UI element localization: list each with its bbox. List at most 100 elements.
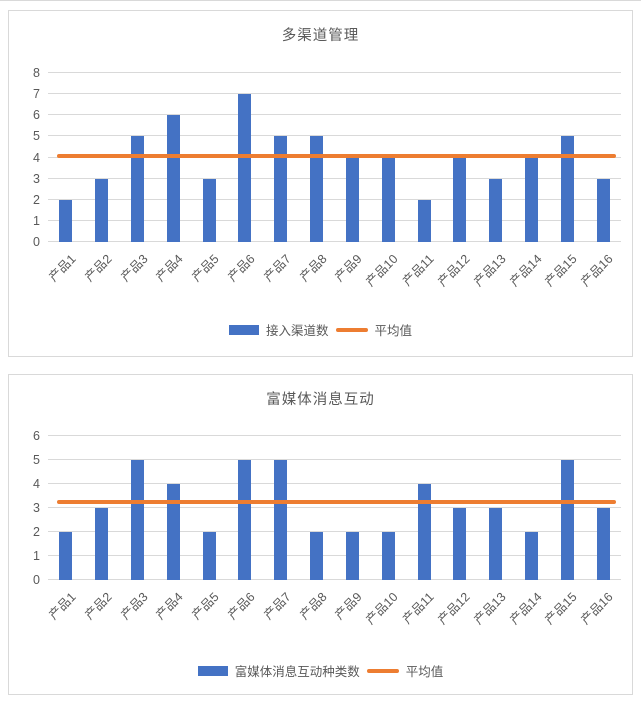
x-axis-category-label: 产品15 (542, 589, 581, 628)
legend-bar-series-label: 接入渠道数 (265, 324, 329, 338)
bar-产品12 (453, 508, 467, 580)
legend-average-label: 平均值 (374, 324, 413, 338)
y-axis-tick-label: 4 (33, 477, 40, 492)
y-axis-tick-label: 7 (33, 87, 40, 102)
x-axis-category-label: 产品8 (296, 589, 330, 623)
bar-产品6 (238, 94, 252, 242)
plot-area: 0 1 2 3 4 5 6 7 8 (33, 66, 621, 249)
x-axis-category-label: 产品6 (225, 251, 258, 285)
plot-area: 0 1 2 3 4 5 6 (33, 429, 621, 587)
bar-产品8 (310, 532, 324, 580)
chart-title: 多渠道管理 (281, 28, 360, 44)
bar-产品10 (381, 532, 395, 580)
gridline (48, 177, 621, 179)
legend-bar-swatch (197, 665, 228, 676)
bar-产品12 (453, 157, 467, 242)
bar-产品9 (345, 157, 359, 242)
bar-产品1 (59, 532, 73, 580)
x-axis-category-label: 产品12 (435, 251, 473, 290)
x-axis-category-label: 产品11 (400, 589, 437, 627)
gridline (48, 72, 621, 73)
y-axis-tick-label: 2 (33, 192, 40, 207)
bar-产品14 (524, 532, 538, 580)
bar-产品10 (381, 157, 395, 242)
bar-产品15 (560, 460, 574, 580)
x-axis-category-label: 产品5 (189, 589, 222, 623)
x-axis-category-label: 产品7 (261, 589, 294, 623)
x-axis-labels: 产品1 产品2 产品3 产品4 产品5 产品6 产品7 产品8 产品9 产品10 产品11 产品12 产… (46, 580, 621, 636)
y-axis-tick-label: 0 (33, 235, 40, 249)
x-axis-category-label: 产品1 (46, 589, 79, 623)
bar-产品11 (417, 484, 431, 580)
bar-产品15 (560, 136, 574, 242)
bar-产品4 (166, 484, 180, 580)
bar-产品5 (202, 178, 216, 242)
x-axis-category-label: 产品2 (81, 589, 115, 623)
x-axis-category-label: 产品16 (578, 251, 616, 290)
chart-panel-multichannel[interactable]: 多渠道管理 0 1 2 3 4 5 6 7 8 产品1 产品2 产品3 产品4 产品5 产品6 产品7 产品8… (8, 10, 633, 357)
gridline (48, 483, 621, 484)
bar-产品4 (166, 115, 180, 242)
x-axis-category-label: 产品9 (332, 589, 366, 623)
gridline (48, 435, 621, 436)
bar-产品13 (489, 508, 503, 580)
y-axis-tick-label: 5 (33, 129, 40, 144)
x-axis-category-label: 产品6 (225, 589, 258, 623)
x-axis-category-label: 产品9 (332, 251, 366, 285)
bar-产品3 (131, 460, 145, 580)
legend-bar-swatch (228, 324, 259, 335)
y-axis-tick-label: 8 (33, 66, 40, 80)
gridline (48, 219, 621, 221)
y-axis-tick-label: 5 (33, 453, 40, 467)
x-axis-category-label: 产品13 (470, 589, 509, 628)
x-axis-category-label: 产品10 (363, 251, 401, 290)
x-axis-category-label: 产品11 (400, 251, 437, 289)
x-axis-category-label: 产品3 (117, 589, 151, 623)
gridline (48, 135, 621, 137)
legend-line-swatch (335, 327, 368, 332)
x-axis-category-label: 产品12 (435, 589, 473, 628)
bar-产品9 (345, 532, 359, 580)
x-axis-category-label: 产品7 (261, 251, 294, 285)
bar-产品7 (274, 460, 288, 580)
chart-panel-richmedia[interactable]: 富媒体消息互动 0 1 2 3 4 5 6 产品1 产品2 产品3 产品4 产品5 产品6 产品7 产品8… (8, 374, 633, 695)
legend-average-label: 平均值 (405, 665, 444, 679)
legend-bar-series-label: 富媒体消息互动种类数 (234, 665, 360, 679)
bar-产品1 (59, 199, 73, 242)
chart-title: 富媒体消息互动 (266, 392, 375, 408)
x-axis-category-label: 产品15 (542, 251, 581, 290)
x-axis-category-label: 产品3 (117, 251, 151, 285)
y-axis-tick-label: 2 (33, 525, 40, 540)
average-line (56, 500, 617, 504)
y-axis-tick-label: 1 (33, 213, 40, 228)
x-axis-labels: 产品1 产品2 产品3 产品4 产品5 产品6 产品7 产品8 产品9 产品10 产品11 产品12 产… (46, 242, 621, 298)
gridline (48, 555, 621, 556)
y-axis-tick-label: 1 (33, 549, 40, 564)
bar-产品3 (131, 136, 145, 242)
bar-产品5 (202, 532, 216, 580)
bar-产品7 (274, 136, 288, 242)
gridline (48, 241, 621, 242)
bar-产品13 (489, 178, 503, 242)
bar-产品8 (310, 136, 324, 242)
x-axis-category-label: 产品2 (81, 251, 115, 285)
bar-产品14 (524, 157, 538, 242)
x-axis-category-label: 产品4 (153, 251, 187, 285)
gridline (48, 198, 621, 200)
x-axis-category-label: 产品14 (506, 589, 545, 628)
gridline (48, 579, 621, 580)
bar-产品16 (596, 508, 610, 580)
gridline (48, 507, 621, 508)
bar-产品11 (417, 199, 431, 242)
y-axis-tick-label: 6 (33, 429, 40, 443)
y-axis-tick-label: 3 (33, 501, 40, 515)
gridline (48, 93, 621, 95)
legend-line-swatch (366, 668, 399, 673)
average-line (56, 154, 617, 159)
x-axis-category-label: 产品4 (153, 589, 187, 623)
bar-产品2 (95, 178, 109, 242)
x-axis-category-label: 产品14 (506, 251, 545, 290)
x-axis-category-label: 产品13 (470, 251, 509, 290)
x-axis-category-label: 产品8 (296, 251, 330, 285)
legend: 富媒体消息互动种类数 平均值 (9, 661, 632, 680)
